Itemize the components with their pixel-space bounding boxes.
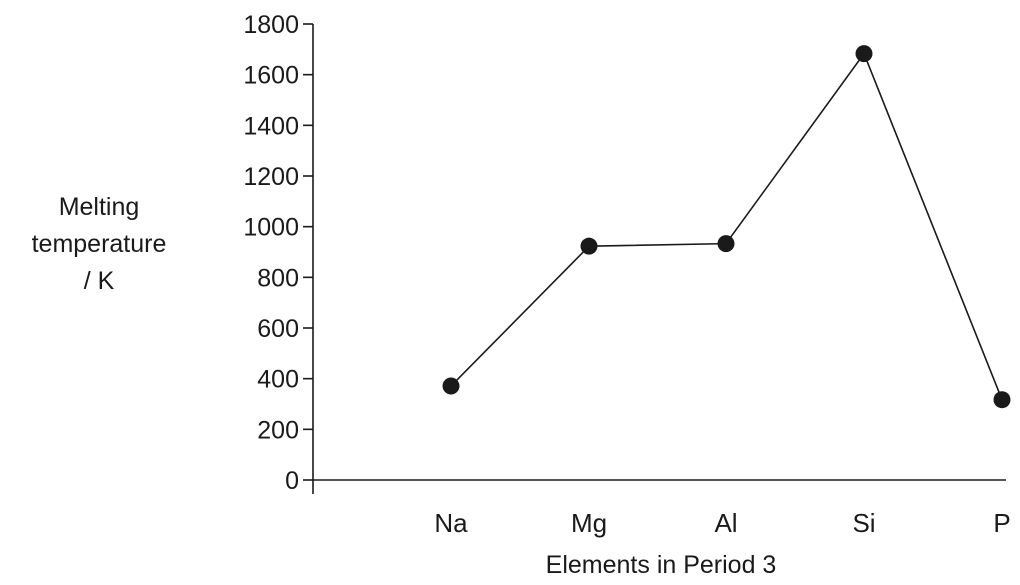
y-axis-title-line-3: / K [84, 267, 115, 295]
y-tick-label: 1200 [243, 163, 299, 191]
x-tick-label: Al [714, 508, 737, 538]
y-ticks: 0 200 400 600 800 1000 1200 1400 1600 1800 [243, 11, 313, 495]
y-tick-label: 800 [257, 264, 299, 292]
y-tick-label: 1600 [243, 62, 299, 90]
y-tick-label: 0 [285, 467, 299, 495]
series-line [450, 51, 1003, 400]
y-axis-title: Melting temperature / K [32, 193, 167, 295]
y-tick-label: 1400 [243, 112, 299, 140]
x-tick-label: Mg [571, 508, 607, 538]
y-tick-label: 600 [257, 315, 299, 343]
y-tick-label: 1000 [243, 214, 299, 242]
x-ticks: Na Mg Al Si P [434, 508, 1010, 538]
data-point [442, 377, 460, 395]
data-point [855, 45, 873, 63]
data-point [580, 237, 598, 255]
y-axis-title-line-2: temperature [32, 230, 167, 258]
axes [312, 24, 1006, 494]
data-point [993, 391, 1011, 409]
y-tick-label: 400 [257, 366, 299, 394]
series-line-group [450, 51, 1003, 400]
data-markers [442, 45, 1011, 409]
y-axis-title-line-1: Melting [59, 193, 140, 221]
y-tick-label: 200 [257, 416, 299, 444]
data-point [717, 235, 735, 253]
x-tick-label: Na [434, 508, 468, 538]
x-tick-label: Si [852, 508, 875, 538]
x-tick-label: P [993, 508, 1010, 538]
x-axis-title: Elements in Period 3 [546, 551, 777, 579]
y-tick-label: 1800 [243, 11, 299, 39]
